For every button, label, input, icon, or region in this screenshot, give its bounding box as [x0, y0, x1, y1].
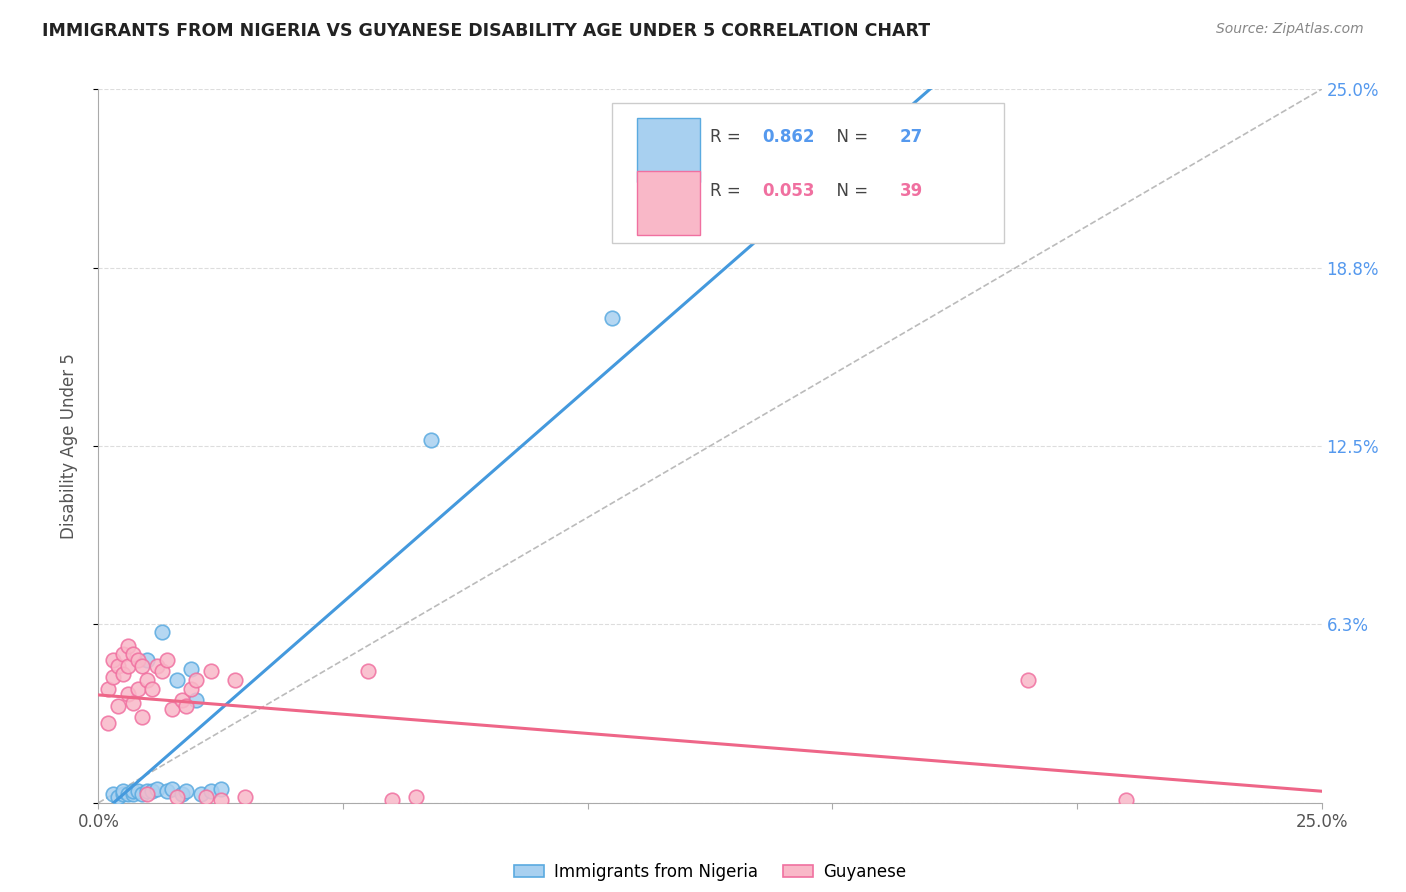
- Point: [405, 790, 427, 805]
- Point: [136, 787, 159, 801]
- Point: [131, 710, 153, 724]
- Point: [107, 658, 129, 673]
- Point: [600, 310, 623, 325]
- Point: [131, 787, 153, 801]
- Text: Source: ZipAtlas.com: Source: ZipAtlas.com: [1216, 22, 1364, 37]
- Y-axis label: Disability Age Under 5: Disability Age Under 5: [59, 353, 77, 539]
- Point: [111, 667, 134, 681]
- Point: [117, 787, 139, 801]
- Point: [136, 673, 159, 687]
- Point: [233, 790, 256, 805]
- Point: [127, 784, 149, 798]
- Point: [200, 665, 222, 679]
- Point: [146, 658, 169, 673]
- Text: 0.862: 0.862: [762, 128, 815, 146]
- Point: [101, 653, 124, 667]
- Text: 27: 27: [900, 128, 922, 146]
- Point: [209, 781, 232, 796]
- Point: [176, 698, 198, 713]
- Point: [111, 648, 134, 662]
- Text: 0.053: 0.053: [762, 182, 815, 200]
- Point: [111, 784, 134, 798]
- Point: [121, 787, 143, 801]
- Text: N =: N =: [827, 128, 873, 146]
- Point: [190, 787, 212, 801]
- Point: [180, 662, 202, 676]
- Point: [141, 784, 163, 798]
- Point: [141, 681, 163, 696]
- FancyBboxPatch shape: [612, 103, 1004, 243]
- Point: [170, 693, 193, 707]
- Point: [150, 624, 173, 639]
- Point: [117, 639, 139, 653]
- Point: [209, 793, 232, 807]
- Point: [200, 784, 222, 798]
- Point: [356, 665, 378, 679]
- Point: [1115, 793, 1137, 807]
- Point: [224, 673, 246, 687]
- Point: [1017, 673, 1039, 687]
- Point: [186, 673, 208, 687]
- Point: [180, 681, 202, 696]
- Legend: Immigrants from Nigeria, Guyanese: Immigrants from Nigeria, Guyanese: [508, 856, 912, 888]
- Point: [146, 781, 169, 796]
- FancyBboxPatch shape: [637, 118, 700, 182]
- Point: [821, 219, 844, 234]
- Point: [166, 673, 188, 687]
- Point: [195, 790, 218, 805]
- Text: N =: N =: [827, 182, 873, 200]
- FancyBboxPatch shape: [637, 171, 700, 235]
- Point: [121, 648, 143, 662]
- Point: [101, 670, 124, 684]
- Point: [150, 665, 173, 679]
- Point: [420, 434, 443, 448]
- Point: [160, 781, 183, 796]
- Point: [131, 658, 153, 673]
- Point: [121, 784, 143, 798]
- Point: [156, 784, 179, 798]
- Text: R =: R =: [710, 128, 747, 146]
- Point: [156, 653, 179, 667]
- Point: [107, 698, 129, 713]
- Point: [117, 687, 139, 701]
- Point: [170, 787, 193, 801]
- Point: [136, 653, 159, 667]
- Point: [160, 701, 183, 715]
- Point: [107, 790, 129, 805]
- Point: [381, 793, 404, 807]
- Point: [176, 784, 198, 798]
- Point: [121, 696, 143, 710]
- Text: IMMIGRANTS FROM NIGERIA VS GUYANESE DISABILITY AGE UNDER 5 CORRELATION CHART: IMMIGRANTS FROM NIGERIA VS GUYANESE DISA…: [42, 22, 931, 40]
- Text: 39: 39: [900, 182, 922, 200]
- Text: R =: R =: [710, 182, 747, 200]
- Point: [97, 681, 120, 696]
- Point: [166, 790, 188, 805]
- Point: [97, 715, 120, 730]
- Point: [127, 653, 149, 667]
- Point: [101, 787, 124, 801]
- Point: [111, 787, 134, 801]
- Point: [127, 681, 149, 696]
- Point: [117, 658, 139, 673]
- Point: [136, 784, 159, 798]
- Point: [186, 693, 208, 707]
